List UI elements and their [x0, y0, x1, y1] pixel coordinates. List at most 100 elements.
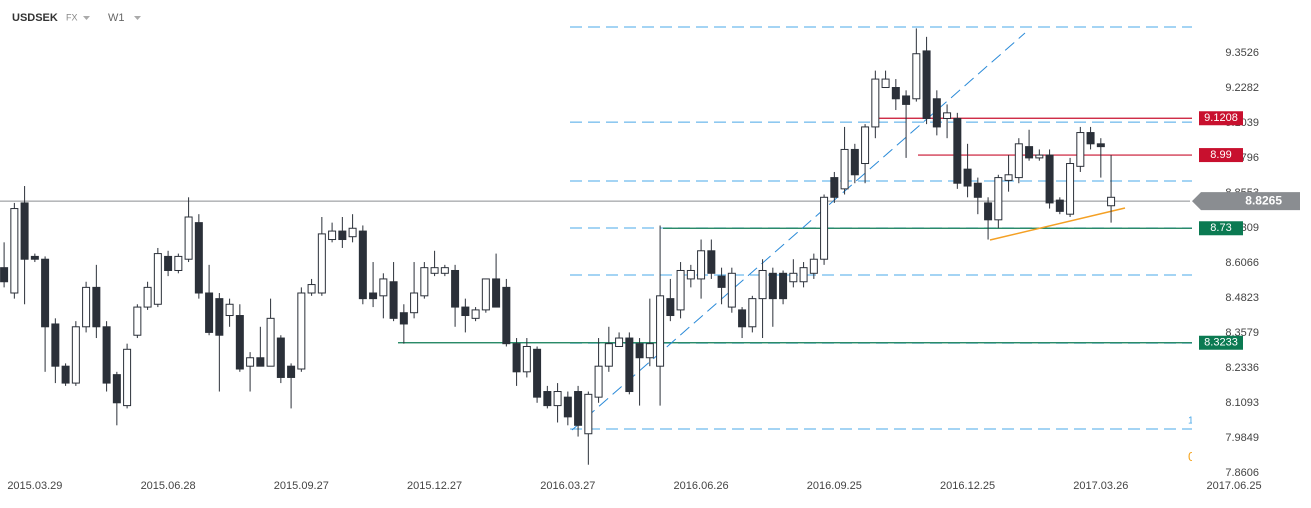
y-tick-label: 8.6066 — [1225, 257, 1259, 269]
candle-body — [594, 365, 603, 398]
candle-body — [492, 278, 501, 308]
level-box — [1199, 335, 1243, 350]
candle-body — [256, 357, 265, 367]
level-label: 8.3233 — [1204, 337, 1238, 349]
x-tick-label: 2015.09.27 — [274, 480, 329, 492]
candle-body — [615, 337, 624, 347]
candle-body — [215, 298, 224, 336]
candle-body — [574, 391, 583, 426]
candle-body — [1025, 146, 1034, 159]
candle-body — [840, 148, 849, 190]
candle-body — [861, 126, 870, 165]
candle-body — [512, 343, 521, 373]
candle-body — [686, 269, 695, 280]
candle-body — [71, 326, 80, 384]
candle-body — [697, 250, 706, 280]
level-box — [1199, 111, 1243, 126]
candle-body — [953, 117, 962, 184]
candle-body — [1004, 174, 1013, 181]
current-price-box — [1192, 192, 1300, 211]
candle-body — [133, 306, 142, 336]
candle-body — [850, 148, 859, 176]
candle-body — [584, 393, 593, 435]
candle-body — [143, 286, 152, 308]
x-tick-label: 2015.06.28 — [141, 480, 196, 492]
candle-body — [830, 177, 839, 198]
candle-body — [533, 348, 542, 398]
candle-body — [102, 326, 111, 384]
current-price-label: 8.8265 — [1245, 193, 1282, 207]
candle-body — [563, 396, 572, 418]
candle-body — [973, 182, 982, 198]
candle-body — [338, 230, 347, 241]
x-tick-label: 2015.12.27 — [407, 480, 462, 492]
level-label: 8.73 — [1210, 222, 1231, 234]
price-axis-bg — [1192, 0, 1311, 503]
candle-body — [717, 275, 726, 288]
candle-body — [164, 255, 173, 271]
x-tick-label: 2016.12.25 — [940, 480, 995, 492]
candle-body — [205, 292, 214, 333]
level-label: 9.1208 — [1204, 112, 1238, 124]
candle-body — [1035, 154, 1044, 159]
candle-body — [461, 306, 470, 317]
candle-body — [943, 112, 952, 119]
candle-body — [1086, 132, 1095, 145]
candle-body — [379, 278, 388, 297]
y-tick-label: 8.2336 — [1225, 362, 1259, 374]
candle-body — [779, 272, 788, 300]
x-tick-label: 2017.06.25 — [1207, 480, 1262, 492]
candle-body — [328, 230, 337, 241]
timeframe[interactable]: W1 — [108, 12, 125, 24]
candle-body — [246, 357, 255, 367]
candle-body — [61, 365, 70, 384]
candle-body — [604, 343, 613, 367]
candle-body — [430, 267, 439, 274]
y-tick-label: 7.8606 — [1225, 467, 1259, 479]
candle-body — [994, 177, 1003, 221]
candle-body — [1014, 143, 1023, 179]
candle-body — [297, 292, 306, 370]
candle-body — [758, 269, 767, 300]
candle-body — [789, 272, 798, 283]
candle-body — [809, 258, 818, 274]
x-tick-label: 2016.03.27 — [540, 480, 595, 492]
candle-body — [20, 202, 29, 260]
candle-body — [871, 78, 880, 128]
dropdown-arrow[interactable] — [83, 16, 90, 20]
candle-body — [1066, 163, 1075, 215]
candle-body — [317, 233, 326, 294]
level-box — [1199, 221, 1243, 236]
candle-body — [82, 286, 91, 328]
candle-body — [123, 348, 132, 407]
y-tick-label: 8.1093 — [1225, 397, 1259, 409]
candle-body — [707, 250, 716, 274]
candle-body — [635, 343, 644, 359]
candle-body — [225, 303, 234, 317]
candle-body — [481, 278, 490, 311]
candle-body — [471, 309, 480, 319]
candle-body — [92, 286, 101, 328]
y-tick-label: 8.4823 — [1225, 292, 1259, 304]
market[interactable]: FX — [66, 12, 78, 22]
candle-body — [799, 267, 808, 283]
candle-body — [820, 196, 829, 260]
candle-body — [768, 272, 777, 300]
candle-body — [1055, 199, 1064, 212]
candle-body — [174, 255, 183, 271]
candle-body — [30, 255, 39, 260]
level-label: 8.99 — [1210, 149, 1231, 161]
support-line — [989, 207, 1126, 241]
y-tick-label: 9.3526 — [1225, 47, 1259, 59]
candle-body — [51, 323, 60, 367]
candle-body — [389, 281, 398, 319]
level-box — [1199, 148, 1243, 163]
x-tick-label: 2015.03.29 — [7, 480, 62, 492]
dropdown-arrow[interactable] — [134, 16, 141, 20]
candle-body — [881, 78, 890, 89]
candle-body — [184, 216, 193, 260]
candle-body — [112, 374, 121, 404]
symbol[interactable]: USDSEK — [12, 12, 58, 24]
candle-body — [0, 267, 9, 283]
candle-body — [10, 208, 19, 294]
